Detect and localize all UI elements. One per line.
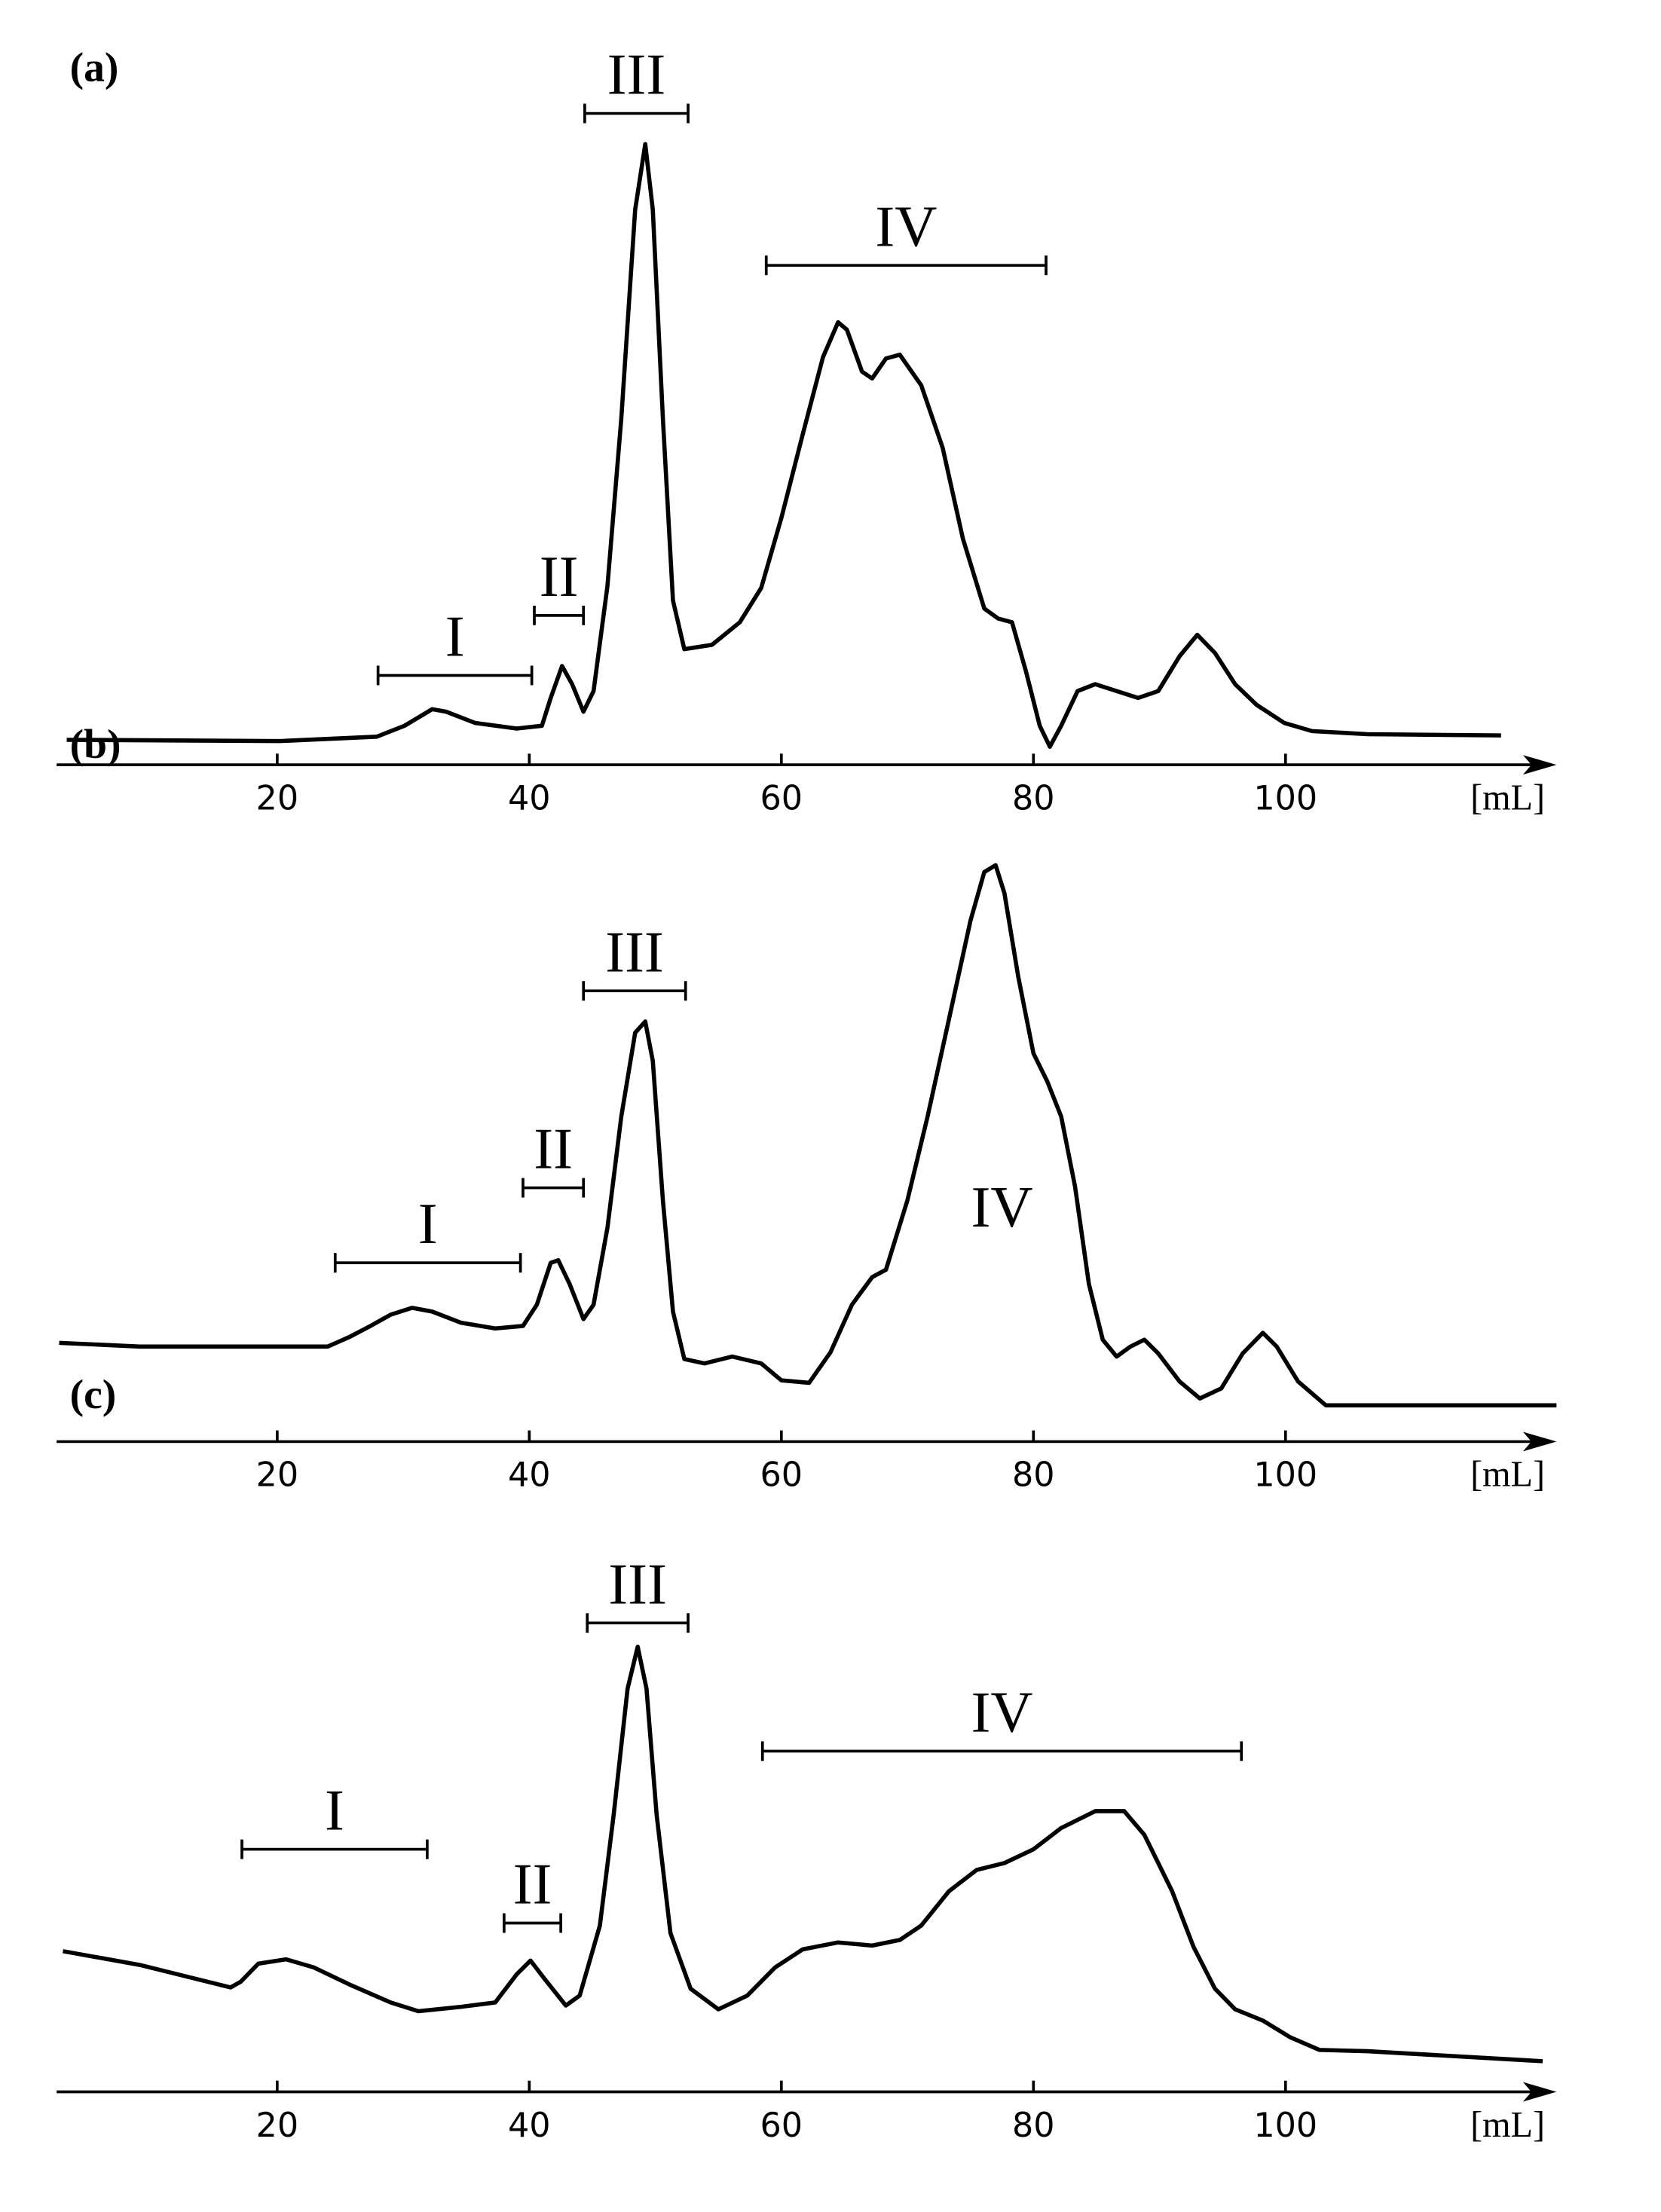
- axis-arrow: [1522, 1431, 1557, 1452]
- axis-arrow: [1522, 755, 1557, 775]
- fraction-label: III: [605, 919, 664, 984]
- axis-arrow: [1522, 2082, 1557, 2102]
- x-tick-label: 100: [1253, 2107, 1317, 2145]
- x-tick-label: 20: [256, 1456, 299, 1495]
- fraction-label: II: [534, 1117, 573, 1181]
- x-tick-label: 100: [1253, 1456, 1317, 1495]
- fraction-label: IV: [971, 1175, 1032, 1239]
- chromatogram-line: [59, 863, 1557, 1408]
- x-tick-label: 60: [760, 779, 803, 817]
- x-tick-label: 60: [760, 1456, 803, 1495]
- fraction-label: III: [607, 42, 666, 107]
- x-axis-label: [mL]: [1470, 778, 1545, 817]
- x-tick-label: 60: [760, 2107, 803, 2145]
- x-tick-label: 80: [1012, 1456, 1055, 1495]
- x-tick-label: 100: [1253, 779, 1317, 817]
- panel-label: (a): [70, 44, 119, 91]
- x-tick-label: 80: [1012, 2107, 1055, 2145]
- fraction-label: I: [418, 1191, 438, 1256]
- fraction-label: II: [513, 1852, 552, 1917]
- fraction-label: IV: [875, 194, 937, 258]
- chromatogram-line: [63, 1644, 1543, 2064]
- x-tick-label: 40: [508, 779, 551, 817]
- panel-label: (c): [70, 1371, 117, 1418]
- x-tick-label: 20: [256, 2107, 299, 2145]
- fraction-label: I: [445, 604, 465, 669]
- fraction-label: IV: [971, 1679, 1032, 1744]
- fraction-label: I: [325, 1778, 344, 1843]
- x-tick-label: 20: [256, 779, 299, 817]
- fraction-label: II: [540, 544, 579, 609]
- x-tick-label: 80: [1012, 779, 1055, 817]
- x-tick-label: 40: [508, 2107, 551, 2145]
- chromatogram-line: [66, 142, 1501, 749]
- panel-label: (b): [70, 721, 121, 768]
- x-axis-label: [mL]: [1470, 1455, 1545, 1495]
- fraction-label: III: [608, 1551, 667, 1616]
- x-axis-label: [mL]: [1470, 2105, 1545, 2145]
- x-tick-label: 40: [508, 1456, 551, 1495]
